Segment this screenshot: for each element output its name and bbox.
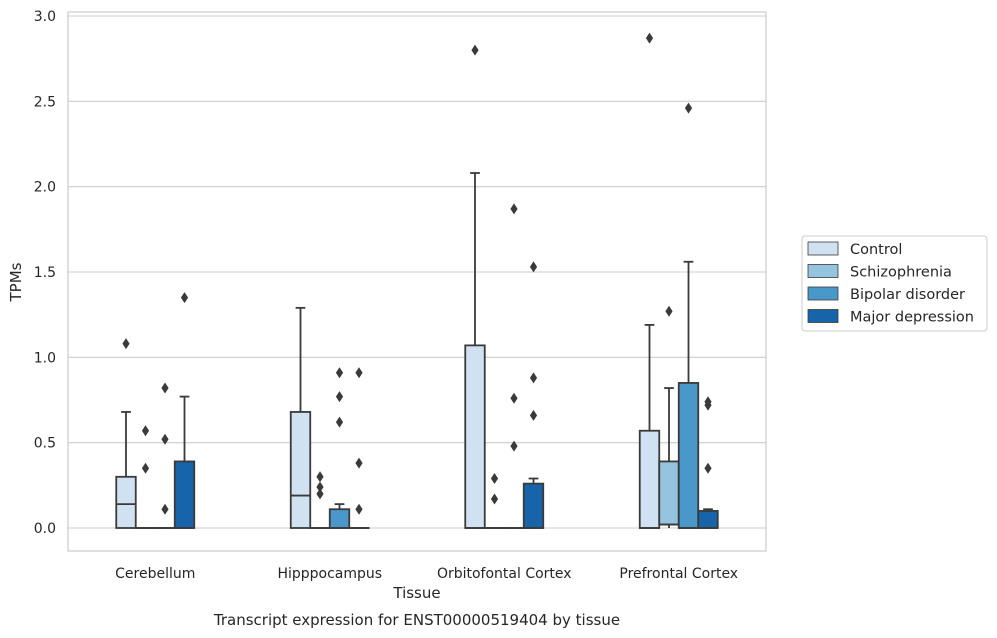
outlier-point [355,503,363,515]
box [115,411,137,529]
box-body [522,482,545,529]
outlier-point [510,392,518,404]
legend-label: Bipolar disorder [850,287,965,303]
outlier-point [316,488,324,500]
box-body [173,460,196,529]
box-body [697,510,719,529]
box-body [328,508,351,529]
outlier-point [335,391,344,403]
legend-label: Major depression [850,310,974,326]
outlier-point [529,372,538,384]
x-axis-ticks: Cerebellum Hipppocampus Orbitofontal Corte… [115,566,738,582]
box [464,172,486,529]
outlier-point [161,503,169,515]
outlier-point [141,462,150,474]
boxes [115,172,719,529]
outlier-point [335,416,344,428]
outliers [122,32,712,515]
outlier-point [684,102,693,114]
box [173,395,196,529]
x-tick-label: Hipppocampus [277,566,382,582]
box [677,260,700,529]
outlier-point [161,382,169,394]
outlier-point [704,462,712,474]
y-tick-label: 0.5 [34,436,56,452]
box-body [464,344,486,529]
legend-swatch [807,264,839,278]
outlier-point [355,457,363,469]
outlier-point [665,305,673,317]
box [522,477,545,529]
legend-label: Schizophrenia [850,265,952,281]
legend-swatch [807,241,839,256]
y-tick-label: 0.0 [34,521,56,537]
legend-label: Control [850,242,902,258]
outlier-point [316,481,324,493]
outlier-point [161,433,169,445]
box [328,503,351,529]
outlier-point [490,473,499,485]
y-tick-label: 1.5 [34,265,56,281]
outlier-point [471,44,479,56]
box-body [289,411,312,529]
y-tick-label: 2.0 [34,180,56,196]
outlier-point [355,367,363,379]
box [697,508,719,529]
box [289,306,312,529]
x-tick-label: Prefrontal Cortex [619,566,738,582]
plot-area-frame [67,11,767,552]
box-body [115,475,137,529]
y-tick-label: 3.0 [34,9,56,25]
y-tick-label: 1.0 [34,350,56,366]
x-tick-label: Orbitofontal Cortex [437,566,572,582]
box [638,324,661,529]
outlier-point [645,32,654,44]
legend-swatch [807,309,839,323]
outlier-point [316,471,324,483]
y-axis-label: TPMs [7,262,25,302]
box-body [638,429,661,529]
x-axis-label: Tissue [392,584,440,602]
y-tick-label: 2.5 [34,94,56,110]
y-axis-ticks: 0.0 0.5 1.0 1.5 2.0 2.5 3.0 [34,9,56,537]
legend-swatch [807,286,839,301]
outlier-point [180,292,189,304]
outlier-point [510,440,518,452]
legend: Control Schizophrenia Bipolar disorder Majo… [801,235,988,332]
box-body [658,460,680,526]
outlier-point [490,493,499,505]
outlier-point [510,203,518,215]
x-tick-label: Cerebellum [115,566,195,582]
legend-frame [801,235,988,332]
box [658,387,680,528]
gridlines [68,15,766,529]
outlier-point [141,425,150,437]
chart-caption: Transcript expression for ENST0000051940… [213,611,620,629]
outlier-point [335,367,344,379]
outlier-point [122,338,130,350]
box-body [677,382,700,529]
outlier-point [529,409,538,421]
outlier-point [704,399,712,411]
outlier-point [529,261,538,273]
